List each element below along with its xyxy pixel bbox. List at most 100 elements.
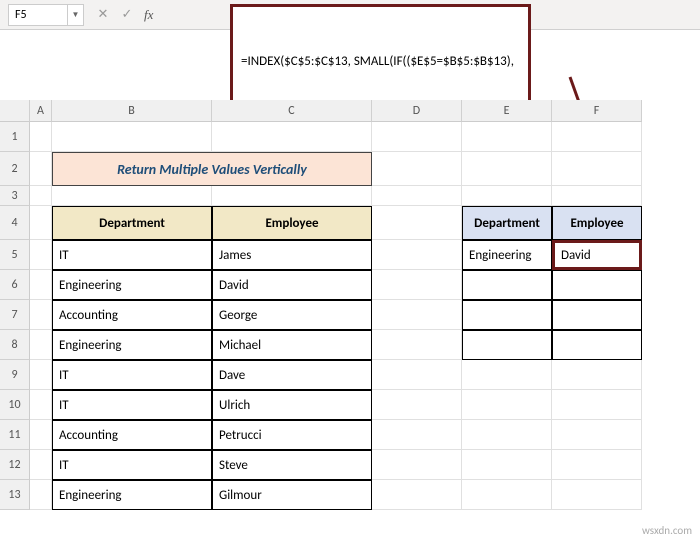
cell[interactable] [212,122,372,152]
table-row[interactable] [462,330,552,360]
cell[interactable] [30,420,52,450]
cell[interactable] [52,122,212,152]
select-all-corner[interactable] [0,100,30,122]
cell[interactable] [30,300,52,330]
row-header[interactable]: 6 [0,270,30,300]
table-row[interactable]: Engineering [462,240,552,270]
cell[interactable] [462,360,552,390]
cell[interactable] [30,186,52,206]
cell[interactable] [372,186,462,206]
fx-label[interactable]: fx [144,7,153,23]
cell[interactable] [372,450,462,480]
cell[interactable] [372,300,462,330]
table-row[interactable]: IT [52,240,212,270]
cell[interactable] [552,390,642,420]
accept-icon[interactable]: ✓ [116,4,138,26]
result-cell[interactable]: David [552,240,642,270]
col-header-d[interactable]: D [372,100,462,122]
cell[interactable] [372,420,462,450]
table-row[interactable]: IT [52,450,212,480]
cell[interactable] [52,186,212,206]
row-header[interactable]: 8 [0,330,30,360]
table-row[interactable] [462,270,552,300]
cell[interactable] [462,122,552,152]
table-row[interactable]: Michael [212,330,372,360]
table1-header-dept[interactable]: Department [52,206,212,240]
table-row[interactable] [552,330,642,360]
cell[interactable] [372,152,462,186]
table-row[interactable]: Ulrich [212,390,372,420]
table-row[interactable] [552,300,642,330]
table2-header-dept[interactable]: Department [462,206,552,240]
row-header[interactable]: 3 [0,186,30,206]
cell[interactable] [462,186,552,206]
cell[interactable] [462,420,552,450]
table-row[interactable]: Engineering [52,270,212,300]
title-cell[interactable]: Return Multiple Values Vertically [52,152,372,186]
table1-header-emp[interactable]: Employee [212,206,372,240]
cell[interactable] [30,450,52,480]
row-header[interactable]: 12 [0,450,30,480]
table-row[interactable]: David [212,270,372,300]
cell[interactable] [30,152,52,186]
table-row[interactable]: IT [52,390,212,420]
cell[interactable] [372,390,462,420]
table-row[interactable]: Engineering [52,480,212,510]
cell[interactable] [30,360,52,390]
name-box-dropdown[interactable]: ▼ [68,4,84,26]
cell[interactable] [372,480,462,510]
cell[interactable] [552,122,642,152]
cell[interactable] [552,420,642,450]
col-header-f[interactable]: F [552,100,642,122]
row-header[interactable]: 5 [0,240,30,270]
cell[interactable] [372,330,462,360]
table-row[interactable]: George [212,300,372,330]
cell[interactable] [30,240,52,270]
cell[interactable] [30,122,52,152]
row-header[interactable]: 1 [0,122,30,152]
table-row[interactable]: Petrucci [212,420,372,450]
cell[interactable] [30,206,52,240]
table2-header-emp[interactable]: Employee [552,206,642,240]
table-row[interactable]: James [212,240,372,270]
cell[interactable] [30,390,52,420]
cell[interactable] [552,152,642,186]
table-row[interactable] [462,300,552,330]
cancel-icon[interactable]: ✕ [92,4,114,26]
cell[interactable] [462,480,552,510]
cell[interactable] [372,270,462,300]
row-header[interactable]: 9 [0,360,30,390]
row-header[interactable]: 4 [0,206,30,240]
cell[interactable] [552,186,642,206]
cell[interactable] [372,360,462,390]
col-header-a[interactable]: A [30,100,52,122]
cell[interactable] [30,330,52,360]
table-row[interactable]: Gilmour [212,480,372,510]
cell[interactable] [462,152,552,186]
cell[interactable] [372,240,462,270]
cell[interactable] [30,480,52,510]
cell[interactable] [462,450,552,480]
table-row[interactable]: Accounting [52,300,212,330]
col-header-c[interactable]: C [212,100,372,122]
col-header-e[interactable]: E [462,100,552,122]
name-box[interactable]: F5 [8,4,68,26]
row-header[interactable]: 7 [0,300,30,330]
cell[interactable] [552,360,642,390]
table-row[interactable]: Dave [212,360,372,390]
row-header[interactable]: 11 [0,420,30,450]
cell[interactable] [212,186,372,206]
cell[interactable] [30,270,52,300]
cell[interactable] [552,480,642,510]
col-header-b[interactable]: B [52,100,212,122]
table-row[interactable]: Steve [212,450,372,480]
row-header[interactable]: 10 [0,390,30,420]
table-row[interactable]: Engineering [52,330,212,360]
row-header[interactable]: 13 [0,480,30,510]
table-row[interactable]: Accounting [52,420,212,450]
row-header[interactable]: 2 [0,152,30,186]
cell[interactable] [372,122,462,152]
table-row[interactable] [552,270,642,300]
table-row[interactable]: IT [52,360,212,390]
cell[interactable] [462,390,552,420]
